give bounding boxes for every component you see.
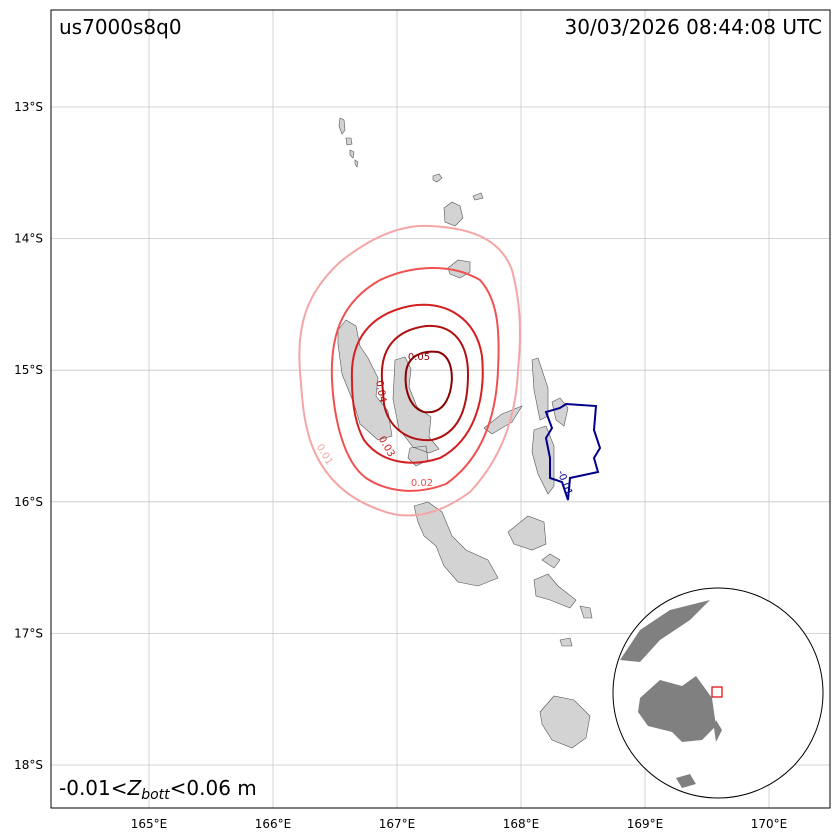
contour-label: 0.05 xyxy=(408,352,430,363)
caption-prefix: -0.01< xyxy=(59,776,128,800)
island xyxy=(432,173,484,279)
region-box xyxy=(711,686,723,698)
contour-line xyxy=(350,303,484,464)
lon-label: 170°E xyxy=(751,817,788,831)
timestamp: 30/03/2026 08:44:08 UTC xyxy=(565,15,822,39)
islands xyxy=(298,117,602,749)
globe-inset xyxy=(612,587,824,799)
caption-subscript: bott xyxy=(141,787,170,803)
caption-suffix: <0.06 m xyxy=(170,776,257,800)
lon-label: 166°E xyxy=(255,817,292,831)
lon-label: 167°E xyxy=(379,817,416,831)
island xyxy=(338,117,359,168)
contour-label: -0.01 xyxy=(555,469,574,497)
contour-label: 0.03 xyxy=(376,434,397,459)
map-frame xyxy=(50,9,831,809)
lat-label: 15°S xyxy=(14,363,43,377)
lat-label: 18°S xyxy=(14,758,43,772)
lat-label: 17°S xyxy=(14,626,43,640)
lat-label: 14°S xyxy=(14,232,43,246)
island xyxy=(337,319,393,441)
contour-line xyxy=(298,224,521,517)
contour-line xyxy=(380,324,470,442)
caption-symbol: Z xyxy=(127,776,143,800)
contour-label: 0.04 xyxy=(373,380,388,404)
caption: -0.01<Zbott<0.06 m xyxy=(59,776,257,803)
contour-line xyxy=(404,350,453,414)
island xyxy=(413,501,561,587)
contour-label: 0.02 xyxy=(411,478,433,489)
lon-label: 169°E xyxy=(627,817,664,831)
lon-label: 165°E xyxy=(131,817,168,831)
lat-label: 13°S xyxy=(14,100,43,114)
event-id: us7000s8q0 xyxy=(59,15,182,39)
lon-label: 168°E xyxy=(503,817,540,831)
lat-label: 16°S xyxy=(14,495,43,509)
globe-outline xyxy=(612,587,824,799)
landmass xyxy=(620,600,722,788)
island xyxy=(533,573,593,749)
contour-line xyxy=(330,266,500,492)
contour-line xyxy=(544,402,602,501)
